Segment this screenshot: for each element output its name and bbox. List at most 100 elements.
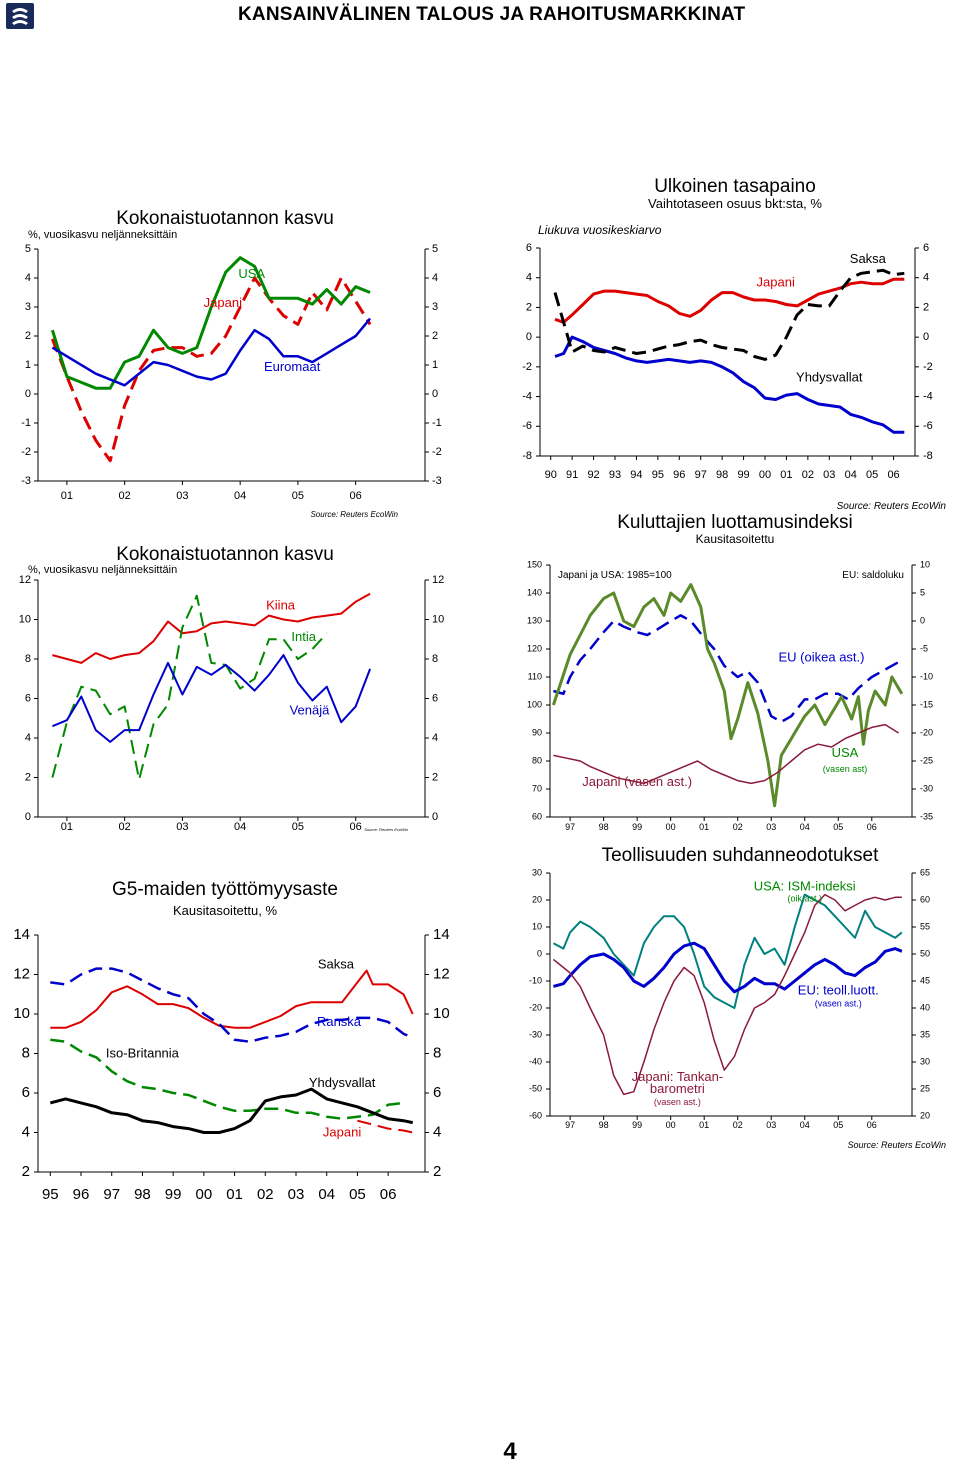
series-label: USA	[832, 745, 859, 760]
y-tick-label-right: 8	[433, 1044, 441, 1061]
series-label: Yhdysvallat	[796, 370, 863, 385]
chart-svg: -60-50-40-30-20-100102030202530354045505…	[529, 845, 946, 1150]
x-tick-label: 03	[288, 1186, 305, 1203]
x-tick-label: 03	[176, 821, 188, 833]
y-tick-label-left: 0	[537, 948, 542, 958]
y-tick-label-right: -8	[923, 450, 933, 462]
x-tick-label: 04	[800, 822, 810, 832]
y-tick-label-left: 4	[22, 1123, 30, 1140]
x-tick-label: 97	[103, 1186, 120, 1203]
x-tick-label: 95	[652, 469, 664, 481]
series-label: (vasen ast)	[823, 764, 868, 774]
chart-title: Kuluttajien luottamusindeksi	[617, 512, 853, 533]
series-label: EU (oikea ast.)	[779, 650, 865, 665]
x-tick-label: 06	[867, 1120, 877, 1130]
series-line	[51, 594, 328, 781]
y-tick-label-right: 2	[432, 771, 438, 783]
chart-source: Source: Reuters EcoWin	[837, 501, 947, 512]
chart-g5-unemployment: 2 4 6 8 10 12 14 2 4 6 8 10 12 14 95 96 97 98 99 00 01 02 03 04…	[0, 865, 470, 1210]
y-tick-label-right: 45	[920, 975, 930, 985]
x-tick-label: 04	[318, 1186, 335, 1203]
y-tick-label-right: 12	[432, 574, 444, 586]
y-tick-label-right: 0	[920, 615, 925, 625]
chart-title: Ulkoinen tasapaino	[654, 176, 816, 197]
x-tick-label: 00	[759, 469, 771, 481]
y-tick-label-left: 4	[25, 272, 31, 284]
chart-subtitle: Vaihtotaseen osuus bkt:sta, %	[648, 196, 822, 211]
y-tick-label-right: 12	[433, 965, 450, 982]
chart-svg: 60708090100110120130140150-35-30-25-20-1…	[527, 512, 933, 832]
x-tick-label: 99	[165, 1186, 182, 1203]
y-tick-label-left: 90	[532, 727, 542, 737]
y-tick-label-left: 20	[532, 894, 542, 904]
y-tick-label-right: -5	[920, 643, 928, 653]
x-tick-label: 02	[733, 822, 743, 832]
y-tick-label-right: -30	[920, 783, 933, 793]
y-tick-label-right: 25	[920, 1083, 930, 1093]
y-tick-label-left: -8	[522, 450, 532, 462]
series-line	[551, 583, 904, 808]
y-tick-label-left: -20	[529, 1002, 542, 1012]
series-label: (vasen ast.)	[815, 999, 862, 1009]
y-tick-label-right: -35	[920, 811, 933, 821]
y-tick-label-right: -15	[920, 699, 933, 709]
x-tick-label: 98	[599, 822, 609, 832]
y-tick-label-left: 140	[527, 587, 542, 597]
y-tick-label-left: 10	[532, 921, 542, 931]
y-tick-label-right: 6	[432, 692, 438, 704]
x-tick-label: 99	[737, 469, 749, 481]
x-tick-label: 06	[887, 469, 899, 481]
y-tick-label-right: -3	[432, 475, 442, 487]
y-tick-label-right: 30	[920, 1056, 930, 1066]
y-tick-label-right: 10	[432, 613, 444, 625]
y-tick-label-right: 4	[923, 272, 929, 284]
y-tick-label-left: 0	[25, 388, 31, 400]
y-tick-label-left: 100	[527, 699, 542, 709]
y-tick-label-right: -10	[920, 671, 933, 681]
x-tick-label: 06	[350, 821, 362, 833]
x-tick-label: 06	[867, 822, 877, 832]
y-tick-label-right: 10	[920, 559, 930, 569]
x-tick-label: 03	[766, 822, 776, 832]
series-line	[553, 723, 899, 785]
chart-source: Source: Reuters EcoWin	[310, 510, 398, 519]
series-label: USA: ISM-indeksi	[754, 879, 856, 894]
x-tick-label: 02	[733, 1120, 743, 1130]
x-tick-label: 05	[833, 1120, 843, 1130]
series-line	[52, 654, 372, 743]
chart-title: G5-maiden työttömyysaste	[112, 879, 338, 900]
y-tick-label-right: 65	[920, 867, 930, 877]
y-tick-label-left: -10	[529, 975, 542, 985]
y-tick-label-left: 14	[13, 926, 30, 943]
y-tick-label-left: 2	[526, 301, 532, 313]
y-tick-label-right: 20	[920, 1110, 930, 1120]
x-tick-label: 02	[802, 469, 814, 481]
x-tick-label: 05	[866, 469, 878, 481]
y-tick-label-right: 2	[923, 301, 929, 313]
y-tick-label-left: -60	[529, 1110, 542, 1120]
chart-title: Kokonaistuotannon kasvu	[116, 544, 334, 565]
chart-svg: 2 4 6 8 10 12 14 2 4 6 8 10 12 14 95 96 97 98 99 00 01 02 03 04…	[13, 879, 450, 1203]
y-tick-label-left: -50	[529, 1083, 542, 1093]
chart-gdp-growth-advanced: -3 -2 -1 0 1 2 3 4 5 -3 -2 -1 0 1 2 3 4 5 01 02 03 04 05 06 USA J…	[0, 200, 470, 530]
series-label: barometri	[650, 1081, 705, 1096]
chart-note-right: EU: saldoluku	[842, 570, 904, 581]
y-tick-label-left: 30	[532, 867, 542, 877]
y-tick-label-right: 0	[432, 811, 438, 823]
page-header: KANSAINVÄLINEN TALOUS JA RAHOITUSMARKKIN…	[0, 0, 960, 32]
x-tick-label: 01	[61, 821, 73, 833]
x-tick-label: 05	[349, 1186, 366, 1203]
y-tick-label-right: 2	[433, 1163, 441, 1180]
series-label: Saksa	[850, 251, 887, 266]
chart-subtitle: Kausitasoitettu	[696, 532, 775, 546]
y-tick-label-right: -25	[920, 755, 933, 765]
y-tick-label-left: 8	[25, 653, 31, 665]
y-tick-label-left: 110	[528, 671, 542, 681]
x-tick-label: 01	[699, 1120, 709, 1130]
y-tick-label-right: 1	[432, 359, 438, 371]
y-tick-label-left: -4	[522, 390, 532, 402]
y-tick-label-left: 120	[527, 643, 542, 653]
chart-title: Teollisuuden suhdanneodotukset	[602, 845, 879, 866]
